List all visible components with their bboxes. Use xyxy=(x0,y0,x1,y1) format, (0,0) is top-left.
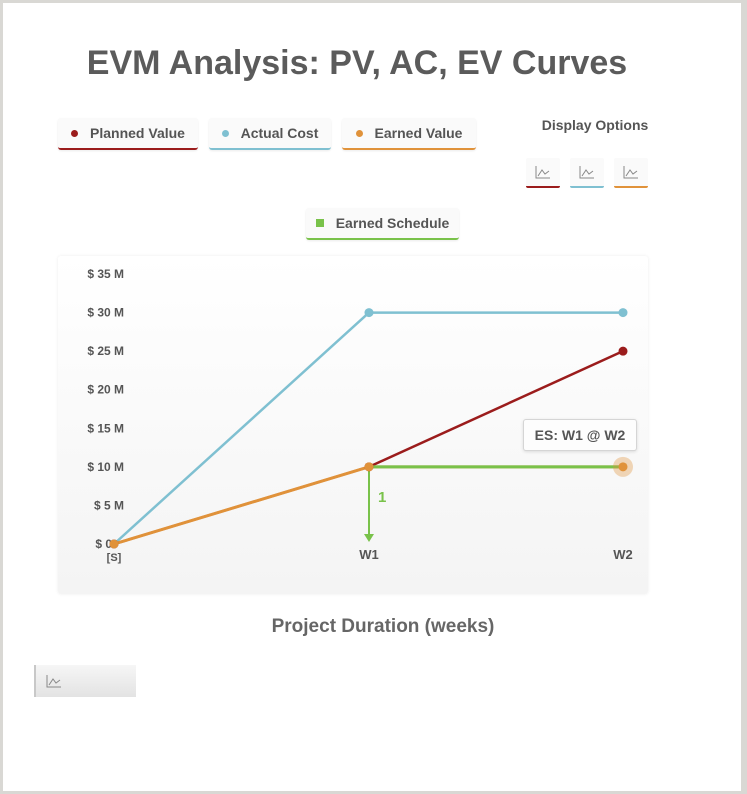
series-point xyxy=(364,462,374,472)
y-tick-label: $ 5 M xyxy=(94,498,124,512)
line-chart-icon xyxy=(535,166,550,179)
display-options-label: Display Options xyxy=(541,117,649,133)
line-chart-icon xyxy=(579,166,594,179)
legend-label: Earned Value xyxy=(374,125,463,141)
line-chart-icon xyxy=(623,166,638,179)
legend-actual-cost[interactable]: Actual Cost xyxy=(209,118,331,150)
series-point xyxy=(364,308,374,318)
x-tick-label: [S] xyxy=(107,552,122,564)
series-point xyxy=(618,308,628,318)
legend-label: Planned Value xyxy=(90,125,185,141)
earned-schedule-square-icon xyxy=(315,219,324,227)
y-tick-label: $ 15 M xyxy=(87,421,124,435)
y-tick-label: $ 30 M xyxy=(87,306,124,320)
legend-earned-value[interactable]: Earned Value xyxy=(342,118,476,150)
legend-planned-value[interactable]: Planned Value xyxy=(58,118,198,150)
legend-label: Actual Cost xyxy=(240,125,319,141)
display-option-ac-button[interactable] xyxy=(570,158,604,188)
y-tick-label: $ 10 M xyxy=(87,460,124,474)
window-edge xyxy=(741,0,747,794)
x-tick-label: W2 xyxy=(613,547,633,562)
y-tick-label: $ 20 M xyxy=(87,383,124,397)
earned-schedule-callout: ES: W1 @ W2 xyxy=(523,419,637,451)
earned-schedule-toggle[interactable]: Earned Schedule xyxy=(306,208,459,240)
display-option-pv-button[interactable] xyxy=(526,158,560,188)
line-chart-icon xyxy=(46,675,61,688)
y-tick-label: $ 0 xyxy=(95,537,112,551)
legend-dot-icon xyxy=(221,129,229,137)
chart-title: EVM Analysis: PV, AC, EV Curves xyxy=(86,44,628,82)
earned-schedule-drop-label: 1 xyxy=(378,489,386,506)
series-point xyxy=(618,462,628,472)
x-axis-title: Project Duration (weeks) xyxy=(271,616,495,637)
y-tick-label: $ 25 M xyxy=(87,344,124,358)
display-option-ev-button[interactable] xyxy=(614,158,648,188)
earned-schedule-arrow-icon xyxy=(364,534,374,542)
legend-dot-icon xyxy=(355,129,363,137)
series-point xyxy=(109,539,119,549)
y-tick-label: $ 35 M xyxy=(87,267,124,281)
legend-dot-icon xyxy=(71,129,79,137)
earned-schedule-label: Earned Schedule xyxy=(335,215,450,231)
series-point xyxy=(618,346,628,356)
x-tick-label: W1 xyxy=(359,547,379,562)
chart-type-button[interactable] xyxy=(34,665,136,697)
